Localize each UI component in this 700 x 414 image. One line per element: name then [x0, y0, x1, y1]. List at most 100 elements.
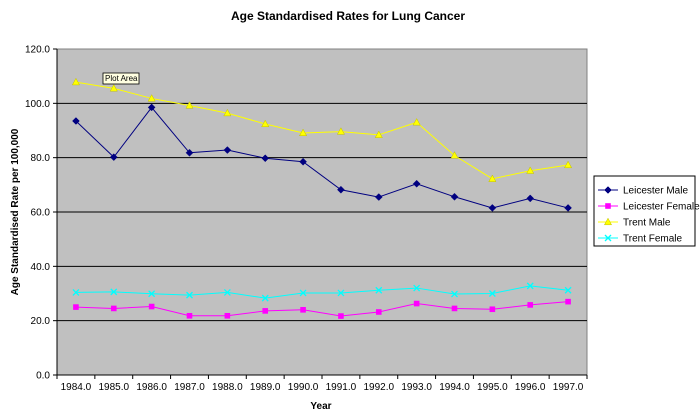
x-tick-label: 1995.0 [477, 382, 508, 393]
data-point [412, 118, 421, 126]
x-tick-label: 1990.0 [288, 382, 319, 393]
data-point [526, 282, 534, 290]
y-tick-label: 100.0 [25, 99, 50, 110]
data-point [224, 312, 231, 319]
tooltip-box [102, 72, 140, 85]
data-point [71, 77, 80, 86]
series-leicester-female [73, 298, 571, 319]
data-point-stroke [337, 289, 345, 297]
legend-swatch-marker [603, 217, 613, 226]
y-tick-label: 20.0 [31, 316, 51, 327]
data-point [72, 288, 80, 296]
data-point [564, 160, 573, 169]
legend-item: Leicester Male [598, 186, 688, 197]
legend-item: Trent Male [598, 218, 671, 229]
data-point [374, 193, 383, 201]
data-point [223, 288, 231, 296]
y-axis-title: Age Standardised Rate per 100,000 [10, 128, 21, 295]
gridlines [57, 102, 587, 322]
data-point-stroke [604, 234, 612, 242]
data-point [413, 300, 420, 307]
data-point [186, 312, 193, 319]
x-tick-label: 1997.0 [553, 382, 584, 393]
series-leicester-male [72, 103, 572, 212]
data-point [110, 288, 118, 296]
series-line [75, 81, 569, 180]
data-point [109, 84, 118, 92]
data-point [338, 313, 344, 319]
data-point [526, 166, 535, 174]
data-point-stroke [488, 290, 496, 297]
series-layer [71, 77, 573, 319]
legend-label: Leicester Female [623, 202, 700, 213]
data-point [261, 154, 270, 163]
legend: Leicester Male Leicester Female Trent Male… [593, 175, 700, 247]
data-point-stroke [451, 290, 458, 298]
x-axis-title: Year [310, 401, 331, 412]
data-point-stroke [413, 284, 421, 292]
data-point [261, 294, 269, 302]
data-point [488, 290, 496, 297]
series-line [75, 301, 569, 317]
series-trent-male [71, 77, 573, 182]
data-point-stroke [110, 288, 118, 296]
legend-swatch-marker [604, 234, 612, 242]
data-point [564, 204, 572, 212]
legend-item: Leicester Female [598, 202, 700, 213]
y-tick-label: 0.0 [36, 371, 50, 382]
data-point [450, 192, 459, 201]
data-point [526, 194, 535, 203]
data-point [109, 153, 118, 161]
data-point [337, 289, 345, 297]
data-point [223, 146, 232, 154]
data-point [261, 119, 270, 128]
plot-area-tooltip: Plot Area [102, 72, 140, 85]
data-point [148, 303, 155, 310]
data-point [413, 284, 421, 292]
legend-label: Leicester Male [623, 186, 688, 197]
x-tick-label: 1992.0 [363, 382, 394, 393]
data-point [262, 308, 269, 314]
data-point [450, 151, 459, 159]
legend-label: Trent Female [623, 234, 683, 245]
x-tick-label: 1994.0 [439, 382, 470, 393]
data-point [147, 103, 156, 112]
chart-title: Age Standardised Rates for Lung Cancer [231, 9, 465, 23]
data-point-stroke [375, 286, 383, 294]
data-point [337, 185, 345, 194]
data-point [147, 94, 156, 102]
legend-item: Trent Female [598, 234, 683, 245]
data-point [110, 305, 117, 312]
data-point [336, 127, 345, 135]
x-tick-label: 1993.0 [401, 382, 432, 393]
series-trent-female [72, 282, 572, 302]
data-point [186, 291, 193, 299]
data-point [300, 307, 306, 313]
data-point [375, 309, 382, 315]
data-point [451, 305, 458, 312]
data-point [73, 304, 79, 310]
data-point [489, 306, 496, 313]
x-tick-label: 1984.0 [61, 382, 92, 393]
data-point [299, 289, 307, 297]
x-tick-label: 1986.0 [136, 382, 167, 393]
data-point-stroke [299, 289, 307, 297]
data-point [375, 286, 383, 294]
axis-ticks: 0.0 20.0 40.0 60.0 80.0 100.0 120.0 1984.0 1985.… [25, 45, 588, 393]
legend-box [593, 175, 696, 247]
data-point-stroke [148, 290, 156, 298]
data-point [451, 290, 458, 298]
y-tick-label: 80.0 [31, 153, 51, 164]
data-point [374, 130, 383, 138]
data-point [412, 179, 421, 188]
series-line [75, 285, 569, 299]
data-point [185, 101, 194, 109]
data-point [72, 117, 80, 125]
legend-swatch-marker [604, 186, 612, 194]
data-point [564, 286, 572, 294]
data-point [185, 148, 194, 157]
legend-swatch-marker [605, 203, 611, 209]
data-point [299, 157, 307, 166]
tooltip-label: Plot Area [105, 74, 138, 83]
